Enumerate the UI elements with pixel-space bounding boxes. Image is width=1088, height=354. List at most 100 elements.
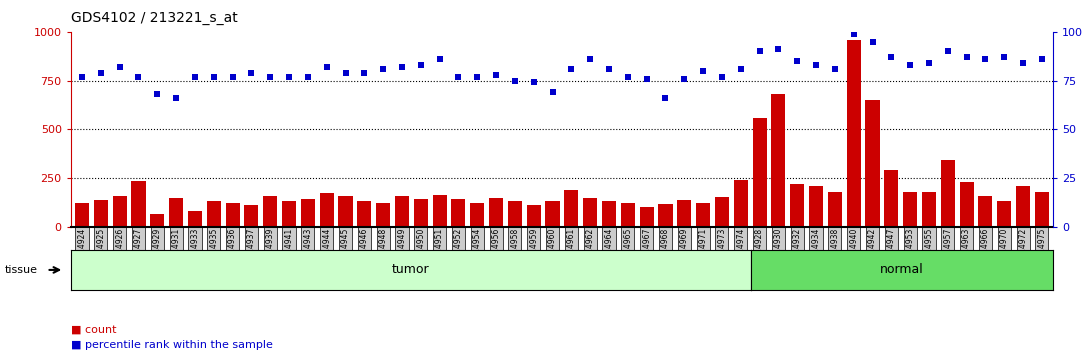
Point (714, 74, 731, 80)
Bar (169, 198, 183, 227)
Bar (978, 196, 992, 227)
Bar (112, 196, 126, 227)
Bar (733, 180, 747, 227)
Point (73, 74, 90, 80)
Bar (998, 201, 1012, 227)
Bar (300, 199, 314, 227)
Point (431, 56, 448, 62)
Point (168, 95, 185, 101)
Bar (809, 185, 824, 227)
Point (149, 91, 166, 97)
Bar (245, 205, 259, 227)
Point (469, 74, 486, 80)
Text: ■ percentile rank within the sample: ■ percentile rank within the sample (71, 341, 273, 350)
Point (826, 66, 843, 72)
Bar (508, 201, 522, 227)
Bar (960, 182, 974, 227)
Point (789, 58, 806, 64)
Bar (225, 203, 239, 227)
Bar (489, 198, 503, 227)
Bar (207, 201, 221, 227)
Point (224, 74, 242, 80)
Point (657, 95, 675, 101)
Bar (357, 201, 371, 227)
Bar (395, 196, 409, 227)
Point (412, 62, 430, 68)
Bar (696, 203, 710, 227)
Point (581, 56, 598, 62)
Bar (527, 205, 541, 227)
Bar (433, 195, 447, 227)
Point (1014, 60, 1031, 66)
Bar (1035, 193, 1049, 227)
Text: GDS4102 / 213221_s_at: GDS4102 / 213221_s_at (71, 11, 237, 25)
Point (638, 76, 655, 81)
Bar (621, 203, 635, 227)
Bar (320, 193, 334, 227)
Point (506, 78, 523, 84)
Bar (94, 200, 108, 227)
Text: ■ count: ■ count (71, 325, 116, 335)
Bar (677, 200, 691, 227)
Point (111, 64, 128, 70)
Bar (602, 201, 616, 227)
Point (374, 66, 392, 72)
Point (864, 39, 881, 45)
Bar (790, 184, 804, 227)
Bar (885, 170, 899, 227)
Bar (188, 211, 202, 227)
Point (996, 55, 1013, 60)
Point (299, 74, 317, 80)
Bar (452, 199, 466, 227)
Point (487, 72, 505, 78)
Bar (338, 196, 353, 227)
Point (318, 64, 335, 70)
Bar (583, 198, 597, 227)
Point (939, 48, 956, 54)
Point (845, 31, 863, 37)
Point (751, 48, 768, 54)
Point (393, 64, 410, 70)
Point (129, 74, 147, 80)
Bar (545, 201, 559, 227)
Point (281, 74, 298, 80)
Bar (282, 201, 296, 227)
Point (205, 74, 222, 80)
Point (601, 66, 618, 72)
Point (526, 80, 543, 85)
Bar (846, 40, 861, 227)
Point (902, 62, 919, 68)
Bar (470, 203, 484, 227)
Bar (658, 204, 672, 227)
Point (732, 66, 750, 72)
Bar (941, 160, 955, 227)
Bar (376, 203, 391, 227)
Point (92, 70, 110, 76)
Point (957, 55, 975, 60)
Bar (75, 203, 89, 227)
Bar (565, 190, 579, 227)
Point (694, 68, 712, 74)
Point (243, 70, 260, 76)
Bar (922, 193, 936, 227)
Point (261, 74, 279, 80)
Text: tissue: tissue (4, 265, 37, 275)
Bar (865, 100, 879, 227)
Point (977, 56, 994, 62)
Point (882, 55, 900, 60)
Bar (1016, 185, 1030, 227)
Point (920, 60, 938, 66)
Text: normal: normal (880, 263, 924, 276)
Point (562, 66, 580, 72)
Point (1034, 56, 1051, 62)
Text: tumor: tumor (392, 263, 430, 276)
Point (337, 70, 355, 76)
Bar (413, 199, 428, 227)
Point (807, 62, 825, 68)
Bar (903, 193, 917, 227)
Point (544, 89, 561, 95)
Point (449, 74, 467, 80)
Bar (753, 118, 767, 227)
Point (619, 74, 636, 80)
Bar (263, 196, 277, 227)
